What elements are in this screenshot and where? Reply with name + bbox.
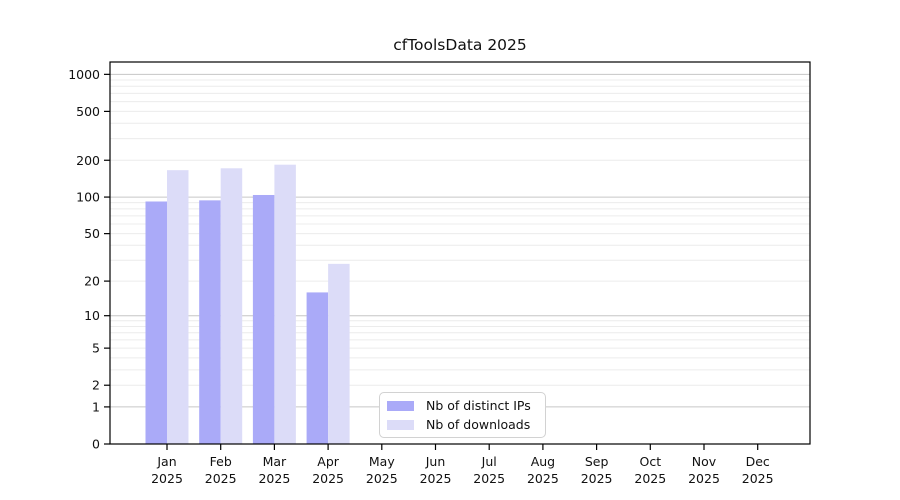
x-axis-year-label: 2025 — [742, 471, 774, 486]
x-axis-year-label: 2025 — [420, 471, 452, 486]
bar-mar-distinct-ips — [252, 194, 275, 444]
x-axis-year-label: 2025 — [312, 471, 344, 486]
y-axis-tick-label: 1 — [92, 399, 100, 414]
legend-item-distinct-ips: Nb of distinct IPs — [387, 398, 537, 413]
y-axis-tick-label: 5 — [92, 341, 100, 356]
x-axis-month-label: Jul — [481, 454, 497, 469]
x-axis-month-label: Apr — [317, 454, 339, 469]
x-axis-month-label: Feb — [210, 454, 232, 469]
bar-apr-distinct-ips — [306, 292, 329, 444]
x-axis-year-label: 2025 — [258, 471, 290, 486]
bar-jan-downloads — [167, 170, 189, 445]
y-axis-tick-label: 50 — [84, 226, 100, 241]
y-axis-tick-label: 500 — [76, 104, 100, 119]
legend-swatch-distinct-ips — [387, 400, 414, 411]
bar-mar-downloads — [274, 164, 296, 444]
x-axis-year-label: 2025 — [527, 471, 559, 486]
y-axis-tick-label: 200 — [76, 153, 100, 168]
x-axis-month-label: Oct — [639, 454, 661, 469]
bar-feb-distinct-ips — [199, 200, 221, 444]
y-axis-tick-label: 100 — [76, 190, 100, 205]
x-axis-month-label: Aug — [531, 454, 555, 469]
x-axis-year-label: 2025 — [205, 471, 237, 486]
legend-label-distinct-ips: Nb of distinct IPs — [426, 398, 531, 413]
x-axis-year-label: 2025 — [634, 471, 666, 486]
x-axis-month-label: Jan — [156, 454, 176, 469]
legend-label-downloads: Nb of downloads — [426, 417, 531, 432]
x-axis-month-label: Jun — [425, 454, 446, 469]
y-axis-tick-label: 2 — [92, 378, 100, 393]
y-axis-tick-label: 20 — [84, 274, 100, 289]
x-axis-month-label: Mar — [263, 454, 287, 469]
x-axis-year-label: 2025 — [366, 471, 398, 486]
bar-jan-distinct-ips — [145, 201, 167, 444]
bar-feb-downloads — [220, 168, 243, 444]
x-axis-year-label: 2025 — [581, 471, 613, 486]
legend-swatch-downloads — [387, 419, 414, 430]
bar-apr-downloads — [328, 263, 350, 444]
x-axis-month-label: Sep — [585, 454, 609, 469]
y-axis-tick-label: 10 — [84, 308, 100, 323]
x-axis-month-label: Nov — [692, 454, 717, 469]
x-axis-year-label: 2025 — [688, 471, 720, 486]
y-axis-tick-label: 1000 — [68, 67, 100, 82]
legend: Nb of distinct IPs Nb of downloads — [379, 392, 546, 438]
y-axis-tick-label: 0 — [92, 437, 100, 452]
plot-border — [109, 61, 811, 445]
x-axis-year-label: 2025 — [473, 471, 505, 486]
chart-title: cfToolsData 2025 — [393, 36, 527, 54]
x-axis-year-label: 2025 — [151, 471, 183, 486]
legend-item-downloads: Nb of downloads — [387, 417, 537, 432]
x-axis-month-label: May — [369, 454, 395, 469]
x-axis-month-label: Dec — [746, 454, 770, 469]
